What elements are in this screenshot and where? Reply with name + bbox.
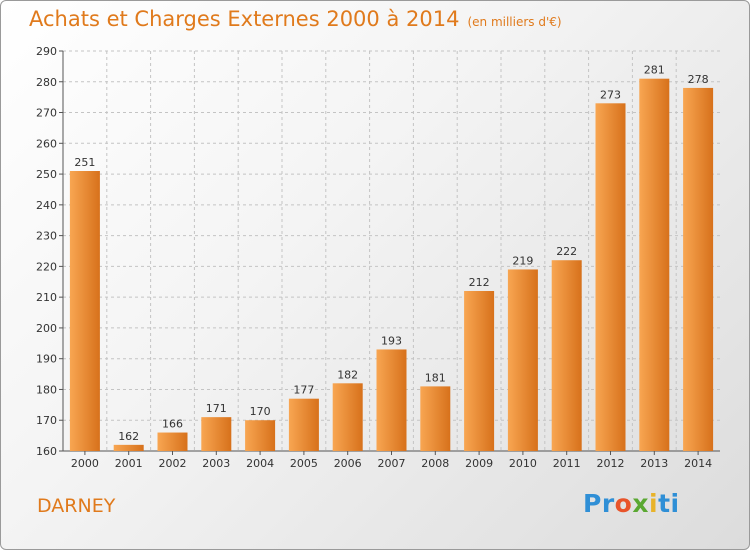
commune-name: DARNEY [37,495,116,517]
logo-letter: i [649,489,659,518]
x-tick-label-2007: 2007 [378,457,406,470]
value-label-2003: 171 [206,402,227,415]
y-tick-label: 260 [36,137,57,150]
y-tick-label: 180 [36,383,57,396]
value-label-2013: 281 [644,64,665,77]
y-tick-label: 190 [36,353,57,366]
y-tick-label: 170 [36,414,57,427]
y-tick-label: 220 [36,260,57,273]
value-label-2001: 162 [118,430,139,443]
y-tick-label: 210 [36,291,57,304]
y-tick-label: 160 [36,445,57,458]
x-tick-label-2000: 2000 [71,457,99,470]
y-tick-label: 240 [36,199,57,212]
y-tick-label: 290 [36,45,57,58]
bar-2000 [69,171,100,451]
bar-2010 [507,269,538,451]
y-tick-label: 200 [36,322,57,335]
chart-title: Achats et Charges Externes 2000 à 2014 [29,7,460,31]
value-label-2004: 170 [250,405,271,418]
logo-letter: o [614,489,633,518]
value-label-2000: 251 [74,156,95,169]
value-label-2006: 182 [337,368,358,381]
x-tick-label-2010: 2010 [509,457,537,470]
chart-header: Achats et Charges Externes 2000 à 2014 (e… [29,7,562,31]
value-label-2007: 193 [381,334,402,347]
x-tick-label-2002: 2002 [159,457,187,470]
y-tick-label: 280 [36,76,57,89]
x-tick-label-2001: 2001 [115,457,143,470]
logo-letter: t [658,489,671,518]
x-tick-label-2011: 2011 [553,457,581,470]
bar-2006 [332,383,363,451]
x-tick-label-2003: 2003 [202,457,230,470]
bar-2008 [420,386,451,451]
bar-2003 [201,417,232,451]
bar-2014 [683,87,714,451]
value-label-2011: 222 [556,245,577,258]
y-tick-label: 270 [36,107,57,120]
logo-letter: r [601,489,615,518]
labels: 160 170 180 190 200 210 220 230 240 250 260 270 280 2… [36,45,712,470]
x-tick-label-2012: 2012 [597,457,625,470]
chart-subtitle: (en milliers d'€) [467,15,562,29]
value-label-2010: 219 [512,254,533,267]
bar-2005 [288,398,319,451]
bar-2012 [595,103,626,452]
bar-2009 [464,291,495,451]
logo-letter: P [583,489,602,518]
value-label-2008: 181 [425,371,446,384]
x-tick-label-2009: 2009 [465,457,493,470]
x-tick-label-2005: 2005 [290,457,318,470]
x-tick-label-2013: 2013 [640,457,668,470]
value-label-2002: 166 [162,418,183,431]
y-tick-label: 230 [36,230,57,243]
logo-letter: x [632,489,649,518]
x-tick-label-2008: 2008 [421,457,449,470]
bar-2001 [113,444,144,451]
x-tick-label-2004: 2004 [246,457,274,470]
bar-2004 [245,420,276,451]
bar-2013 [639,78,670,451]
value-label-2009: 212 [469,276,490,289]
value-label-2012: 273 [600,88,621,101]
bar-2007 [376,349,407,451]
x-tick-label-2014: 2014 [684,457,712,470]
value-label-2005: 177 [293,384,314,397]
y-tick-label: 250 [36,168,57,181]
proxiti-logo[interactable]: Proxiti [583,489,680,518]
bar-2002 [157,432,188,451]
bars [69,78,714,452]
value-label-2014: 278 [688,73,709,86]
x-tick-label-2006: 2006 [334,457,362,470]
bar-2011 [551,260,582,451]
logo-letter: i [670,489,680,518]
